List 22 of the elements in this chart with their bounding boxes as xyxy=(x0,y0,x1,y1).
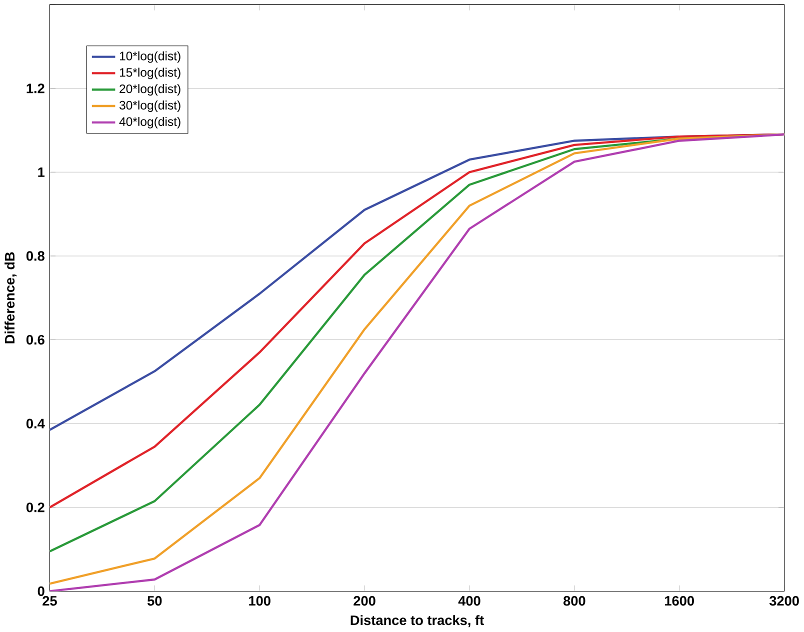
x-tick-label: 200 xyxy=(354,596,376,606)
y-tick-label: 0.4 xyxy=(26,418,45,429)
y-tick-label: 0 xyxy=(38,586,44,596)
y-tick-label: 0.2 xyxy=(26,502,44,512)
x-axis-title: Distance to tracks, ft xyxy=(350,615,484,628)
y-tick-label: 0.8 xyxy=(26,251,44,261)
x-tick-label: 100 xyxy=(249,596,270,606)
legend-label: 40*log(dist) xyxy=(119,117,180,129)
x-tick-label: 3200 xyxy=(769,596,799,606)
x-tick-label: 25 xyxy=(42,596,57,606)
y-tick-label: 1.2 xyxy=(26,84,44,94)
legend-label: 15*log(dist) xyxy=(120,68,180,80)
x-tick-label: 400 xyxy=(458,596,480,606)
y-axis-title: Difference, dB xyxy=(4,252,17,344)
y-tick-label: 1 xyxy=(38,168,45,178)
x-tick-label: 800 xyxy=(563,596,586,606)
legend-label: 20*log(dist) xyxy=(120,84,180,96)
legend-label: 30*log(dist) xyxy=(119,100,180,112)
y-tick-label: 0.6 xyxy=(26,335,44,345)
x-tick-label: 1600 xyxy=(665,596,694,606)
x-tick-label: 50 xyxy=(147,596,162,606)
legend-label: 10*log(dist) xyxy=(120,52,180,63)
